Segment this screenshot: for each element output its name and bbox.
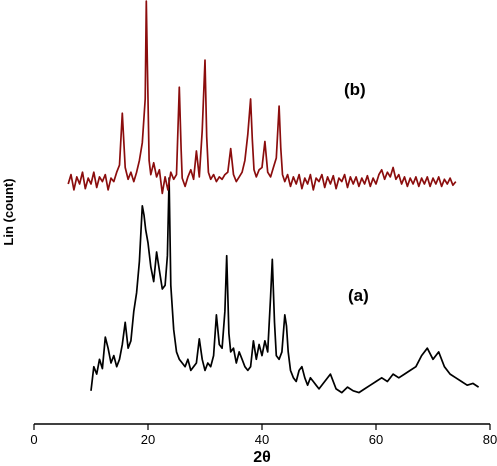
x-tick-label: 60 xyxy=(369,432,383,447)
series-line-a xyxy=(90,177,480,394)
annotation-b: (b) xyxy=(344,80,366,99)
x-tick-label: 20 xyxy=(141,432,155,447)
plot-area xyxy=(67,0,480,394)
x-axis-ticks: 0 20 40 60 80 xyxy=(30,424,497,447)
x-tick-label: 80 xyxy=(483,432,497,447)
x-axis-title: 2θ xyxy=(253,449,271,466)
annotation-a: (a) xyxy=(348,286,369,305)
series-line-b xyxy=(67,0,457,195)
x-tick-label: 40 xyxy=(255,432,269,447)
y-axis-title: Lin (count) xyxy=(1,178,16,245)
x-tick-label: 0 xyxy=(30,432,37,447)
